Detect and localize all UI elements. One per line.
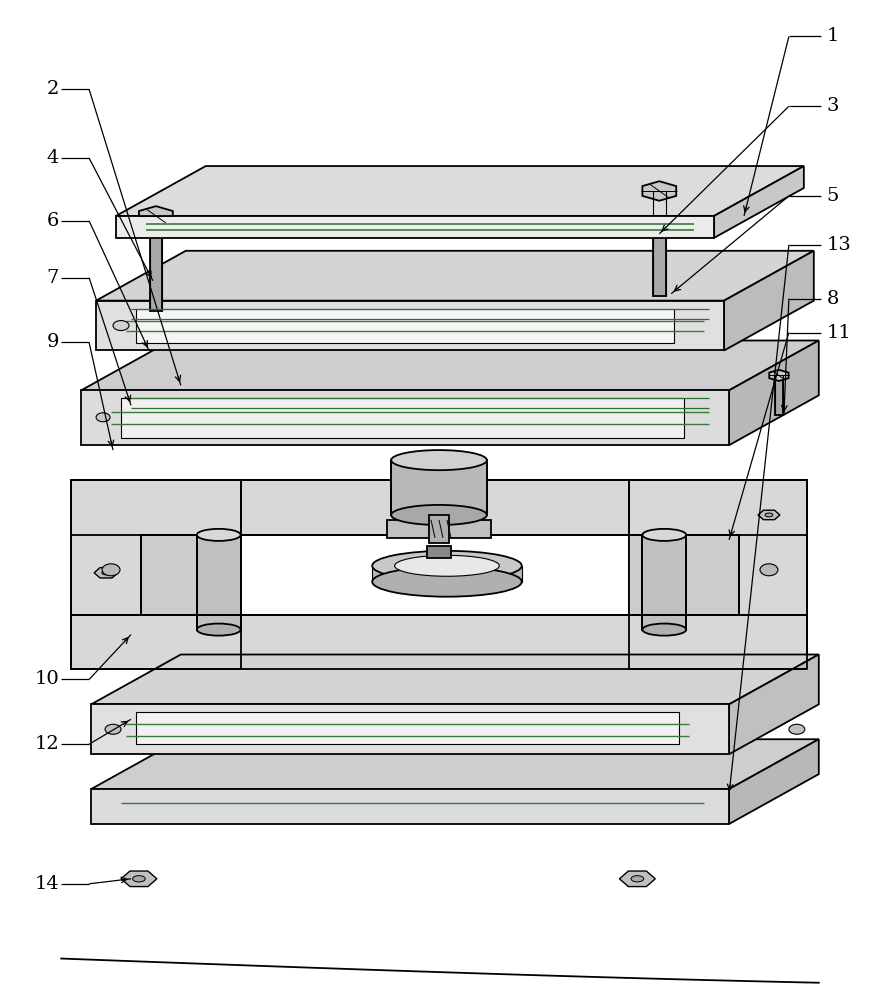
Text: 14: 14 [34, 875, 59, 893]
Polygon shape [426, 546, 451, 558]
Ellipse shape [642, 624, 686, 636]
Text: 5: 5 [826, 187, 838, 205]
Ellipse shape [196, 529, 240, 541]
Polygon shape [71, 615, 806, 669]
Ellipse shape [113, 321, 129, 331]
Ellipse shape [105, 724, 121, 734]
Ellipse shape [642, 529, 686, 541]
Ellipse shape [759, 564, 777, 576]
Text: 13: 13 [826, 236, 851, 254]
Polygon shape [96, 251, 813, 301]
Text: 12: 12 [34, 735, 59, 753]
Ellipse shape [196, 624, 240, 636]
Polygon shape [94, 568, 118, 578]
Ellipse shape [96, 413, 110, 422]
Text: 10: 10 [34, 670, 59, 688]
Polygon shape [391, 460, 486, 515]
Polygon shape [136, 712, 679, 744]
Polygon shape [116, 166, 803, 216]
Polygon shape [121, 398, 683, 438]
Polygon shape [774, 375, 781, 415]
Polygon shape [629, 535, 738, 615]
Polygon shape [91, 739, 818, 789]
Polygon shape [642, 181, 675, 201]
Ellipse shape [394, 555, 499, 576]
Polygon shape [96, 301, 724, 350]
Text: 8: 8 [826, 290, 838, 308]
Ellipse shape [372, 551, 521, 581]
Polygon shape [728, 655, 818, 754]
Polygon shape [196, 535, 240, 630]
Text: 6: 6 [46, 212, 59, 230]
Ellipse shape [631, 876, 643, 882]
Polygon shape [424, 508, 453, 520]
Polygon shape [642, 535, 686, 630]
Polygon shape [149, 216, 162, 311]
Polygon shape [91, 655, 818, 704]
Text: 11: 11 [826, 324, 851, 342]
Ellipse shape [132, 876, 145, 882]
Text: 1: 1 [826, 27, 838, 45]
Text: 3: 3 [826, 97, 838, 115]
Ellipse shape [372, 567, 521, 597]
Polygon shape [652, 191, 665, 296]
Polygon shape [713, 166, 803, 238]
Ellipse shape [102, 564, 120, 576]
Polygon shape [139, 206, 173, 226]
Text: 7: 7 [46, 269, 59, 287]
Polygon shape [121, 871, 157, 887]
Ellipse shape [102, 571, 111, 575]
Polygon shape [387, 520, 490, 538]
Polygon shape [372, 566, 521, 582]
Polygon shape [81, 390, 728, 445]
Polygon shape [728, 739, 818, 824]
Text: 2: 2 [46, 80, 59, 98]
Polygon shape [429, 515, 448, 543]
Polygon shape [141, 535, 240, 615]
Polygon shape [71, 480, 240, 669]
Polygon shape [618, 871, 654, 887]
Polygon shape [629, 480, 806, 669]
Polygon shape [81, 341, 818, 390]
Text: 9: 9 [46, 333, 59, 351]
Polygon shape [136, 309, 674, 343]
Ellipse shape [764, 513, 772, 517]
Ellipse shape [788, 724, 804, 734]
Text: 4: 4 [46, 149, 59, 167]
Polygon shape [116, 216, 713, 238]
Polygon shape [724, 251, 813, 350]
Polygon shape [757, 510, 779, 520]
Polygon shape [91, 704, 728, 754]
Polygon shape [71, 480, 806, 535]
Polygon shape [91, 789, 728, 824]
Ellipse shape [391, 450, 486, 470]
Ellipse shape [391, 505, 486, 525]
Polygon shape [728, 341, 818, 445]
Polygon shape [768, 370, 788, 381]
